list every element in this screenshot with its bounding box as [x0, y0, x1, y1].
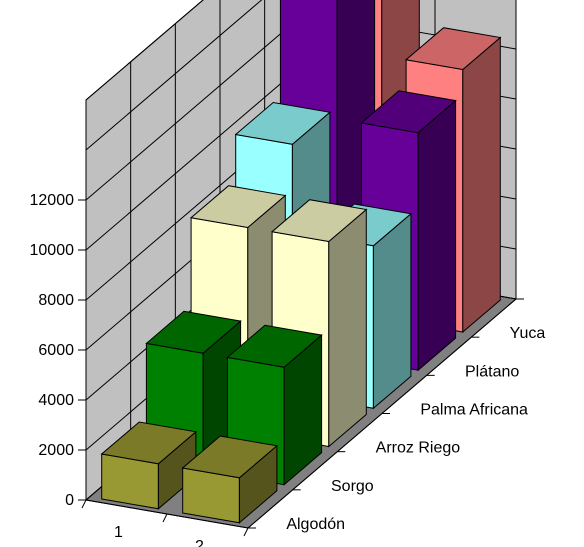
y-tick-label: 12000: [30, 192, 75, 209]
bar-top: [181, 435, 279, 479]
y-tick-label: 4000: [38, 392, 74, 409]
bar-side: [462, 36, 501, 334]
bar-top: [189, 185, 287, 229]
x-tick-label: 2: [195, 538, 204, 547]
bar-top: [100, 421, 198, 465]
bar-top: [234, 101, 332, 145]
bar-top: [404, 27, 502, 71]
y-tick-label: 10000: [30, 242, 75, 259]
y-tick-label: 2000: [38, 442, 74, 459]
bar-top: [270, 199, 368, 243]
depth-tick-label: Arroz Riego: [376, 440, 461, 457]
depth-tick-label: Sorgo: [331, 478, 374, 495]
x-tick: [243, 527, 249, 537]
bar-side: [328, 208, 367, 448]
bar-top: [145, 310, 242, 354]
x-tick: [162, 513, 168, 523]
axes: 0 2000 4000 6000 8000 10000 12000 1 2 Algodón Sorg…: [30, 192, 546, 547]
bar-top: [226, 324, 323, 368]
depth-tick-label: Yuca: [510, 325, 546, 342]
bar-side: [372, 212, 412, 410]
y-tick-label: 6000: [38, 342, 74, 359]
y-tick-label: 0: [65, 492, 74, 509]
bar-algodón-1: [100, 421, 198, 510]
bar-algodón-2: [181, 435, 279, 524]
depth-tick-label: Algodón: [286, 516, 345, 533]
bar-top: [360, 90, 457, 134]
x-tick-label: 1: [114, 524, 123, 541]
bars: [100, 0, 502, 524]
depth-tick-label: Plátano: [465, 363, 519, 380]
depth-tick-label: Palma Africana: [420, 401, 528, 418]
bar-side: [417, 99, 457, 372]
x-tick: [81, 499, 87, 509]
y-tick-label: 8000: [38, 292, 74, 309]
